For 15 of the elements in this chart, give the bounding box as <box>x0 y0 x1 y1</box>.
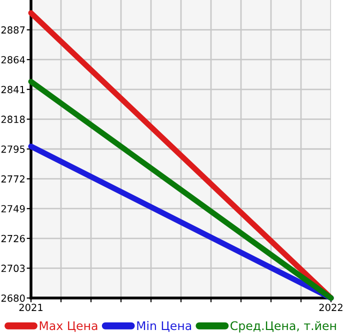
legend-label: Сред.Цена, т.йен <box>230 321 336 332</box>
y-tick-label: 2795 <box>1 145 25 153</box>
y-tick-label: 2887 <box>1 26 25 34</box>
legend-label: Min Цена <box>137 321 192 332</box>
x-tick-label: 2022 <box>319 304 342 312</box>
legend-label: Max Цена <box>40 321 98 332</box>
y-tick-label: 2841 <box>1 86 25 94</box>
y-tick-label: 2749 <box>1 205 25 212</box>
y-tick-label: 2726 <box>1 234 25 242</box>
x-tick-label: 2021 <box>19 304 42 312</box>
y-tick-label: 2864 <box>1 56 25 64</box>
y-tick-label: 2772 <box>1 175 24 182</box>
y-tick-label: 2703 <box>1 264 25 272</box>
y-tick-label: 2818 <box>1 116 25 124</box>
y-tick-label: 2680 <box>1 294 25 302</box>
